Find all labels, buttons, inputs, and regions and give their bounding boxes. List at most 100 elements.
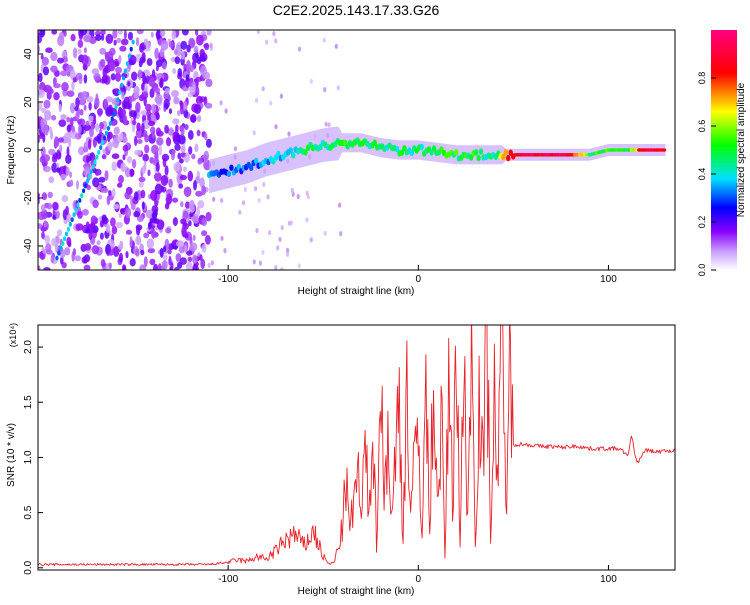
spectrogram-noise-cell [170, 261, 174, 270]
spectrogram-noise-cell [70, 102, 76, 114]
spectrogram-noise-cell [49, 126, 53, 135]
spectrogram-noise-cell [48, 176, 55, 184]
spectrogram-noise-cell [161, 62, 167, 70]
diagonal-streak-point [95, 154, 99, 160]
spectrogram-noise-cell [180, 40, 188, 50]
spectrogram-noise-cell [151, 103, 157, 114]
spectrogram-noise-cell [180, 201, 184, 208]
spectrogram-noise-cell [77, 119, 83, 125]
colorbar-tick-label: 0.0 [697, 264, 707, 277]
y-tick-label: 2.0 [23, 340, 34, 354]
spectrogram-noise-cell [196, 115, 202, 122]
spectrogram-noise-cell [287, 220, 291, 226]
spectrogram-noise-cell [196, 34, 204, 46]
signal-point [476, 154, 481, 162]
diagonal-streak-point [64, 231, 69, 237]
y-tick-label: 1.5 [23, 395, 34, 409]
spectrogram-noise-cell [182, 100, 188, 112]
spectrogram-noise-cell [136, 139, 143, 144]
spectrogram-noise-cell [255, 227, 259, 234]
spectrogram-noise-cell [110, 217, 116, 227]
spectrogram-noise-cell [129, 168, 135, 177]
spectrogram-noise-cell [144, 144, 150, 154]
signal-point [236, 163, 241, 171]
diagonal-streak-point [125, 61, 129, 66]
spectrogram-noise-cell [297, 263, 301, 269]
spectrogram-noise-cell [177, 68, 183, 77]
spectrogram-noise-cell [92, 177, 100, 188]
signal-point [431, 145, 437, 152]
spectrogram-noise-cell [184, 124, 189, 130]
spectrogram-noise-cell [126, 63, 131, 73]
spectrogram-noise-cell [136, 122, 141, 132]
spectrogram-noise-cell [134, 135, 138, 146]
spectrogram-panel: -100 0 100 -40 -20 0 20 40 Height of straight … [6, 29, 676, 297]
spectrogram-noise-cell [76, 179, 79, 190]
diagonal-streak-point [123, 68, 128, 74]
spectrogram-noise-cell [193, 180, 197, 191]
spectrogram-noise-cell [84, 243, 92, 251]
spectrogram-noise-cell [137, 215, 144, 222]
spectrogram-noise-cell [274, 265, 278, 270]
spectrogram-noise-cell [43, 267, 51, 270]
spectrogram-noise-cell [142, 74, 147, 85]
spectrogram-noise-cell [166, 193, 171, 201]
spectrogram-noise-cell [205, 78, 213, 88]
spectrogram-noise-cell [146, 42, 151, 48]
spectrogram-noise-cell [155, 112, 160, 121]
spectrogram-noise-cell [78, 146, 85, 156]
spectrogram-noise-cell [172, 217, 178, 226]
spectrogram-noise-cell [86, 156, 90, 163]
spectrogram-noise-cell [38, 72, 43, 83]
spectrogram-noise-cell [45, 249, 53, 255]
spectrogram-noise-cell [204, 132, 208, 141]
spectrogram-noise-cell [123, 101, 131, 110]
spectrogram-noise-cell [161, 260, 168, 270]
signal-point [661, 148, 667, 152]
spectrogram-noise-cell [131, 159, 137, 169]
spectrogram-noise-cell [46, 86, 53, 92]
diagonal-streak-point [91, 164, 95, 170]
spectrogram-noise-cell [155, 94, 163, 105]
spectrogram-noise-cell [192, 264, 199, 270]
spectrogram-noise-cell [286, 251, 290, 257]
spectrogram-noise-cell [72, 77, 77, 83]
spectrogram-noise-cell [278, 236, 282, 242]
spectrogram-noise-cell [291, 191, 295, 197]
spectrogram-noise-cell [66, 90, 75, 97]
diagonal-streak-point [131, 39, 135, 45]
spectrogram-noise-cell [88, 138, 92, 150]
spectrogram-noise-cell [79, 109, 84, 116]
spectrogram-noise-cell [168, 41, 174, 48]
spectrogram-noise-cell [38, 101, 43, 111]
spectrogram-noise-cell [83, 258, 88, 264]
signal-point [229, 164, 234, 171]
spectrogram-noise-cell [127, 31, 134, 41]
spectrogram-noise-cell [135, 235, 142, 246]
spectrogram-noise-cell [74, 255, 81, 262]
spectrogram-noise-cell [43, 220, 48, 228]
diagonal-streak-point [127, 54, 131, 59]
spectrogram-noise-cell [83, 35, 91, 43]
spectrogram-noise-cell [108, 61, 116, 72]
spectrogram-noise-cell [148, 78, 155, 87]
spectrogram-noise-cell [204, 234, 211, 245]
spectrogram-noise-cell [199, 177, 205, 189]
spectrogram-noise-cell [204, 102, 213, 109]
diagonal-streak-point [106, 125, 110, 131]
spectrogram-noise-cell [50, 254, 55, 264]
spectrogram-noise-cell [201, 185, 207, 196]
spectrogram-noise-cell [167, 243, 174, 251]
spectrogram-noise-cell [58, 103, 62, 113]
spectrogram-noise-cell [187, 170, 194, 182]
spectrogram-noise-cell [113, 203, 120, 210]
spectrogram-noise-cell [151, 205, 159, 214]
colorbar-tick-label: 0.8 [697, 72, 707, 85]
spectrogram-noise-cell [324, 121, 328, 127]
spectrogram-noise-cell [151, 144, 159, 155]
snr-plot-area [38, 325, 675, 570]
spectrogram-noise-cell [121, 38, 129, 46]
y-tick-label: 0.0 [23, 560, 34, 574]
spectrogram-noise-cell [177, 261, 183, 269]
spectrogram-noise-cell [192, 215, 199, 224]
